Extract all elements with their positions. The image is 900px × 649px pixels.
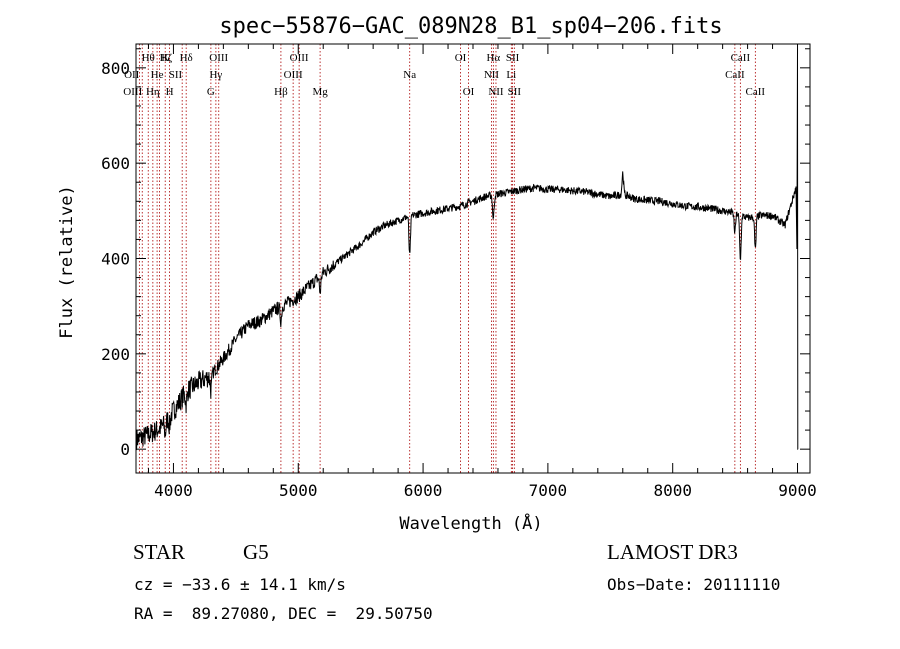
line-label: OI bbox=[463, 86, 475, 98]
y-tick-label: 0 bbox=[120, 440, 130, 459]
line-label: OIII bbox=[123, 86, 142, 98]
x-axis-ticks: 4000 5000 6000 7000 8000 9000 bbox=[147, 44, 817, 500]
line-label: CaII bbox=[725, 69, 745, 81]
y-tick-label: 800 bbox=[101, 59, 130, 78]
line-label: Hθ bbox=[142, 52, 155, 64]
survey-name: LAMOST DR3 bbox=[607, 540, 738, 564]
x-tick-label: 4000 bbox=[154, 481, 193, 500]
plot-frame bbox=[135, 43, 811, 474]
plot-border bbox=[135, 43, 811, 474]
line-label: NII bbox=[488, 86, 504, 98]
x-axis-label: Wavelength (Å) bbox=[399, 512, 542, 534]
line-label: Hδ bbox=[180, 52, 193, 64]
line-label: CaII bbox=[746, 86, 766, 98]
coordinates: RA = 89.27080, DEC = 29.50750 bbox=[134, 604, 433, 623]
spectrum-line bbox=[136, 48, 799, 451]
y-tick-label: 600 bbox=[101, 154, 130, 173]
y-tick-label: 400 bbox=[101, 250, 130, 269]
observation-date: Obs−Date: 20111110 bbox=[607, 575, 780, 594]
x-tick-label: 7000 bbox=[529, 481, 568, 500]
line-label: Hβ bbox=[274, 86, 288, 98]
line-label: CaII bbox=[731, 52, 751, 64]
line-label: NII bbox=[484, 69, 500, 81]
line-label: G bbox=[207, 86, 215, 98]
chart-title: spec−55876−GAC_089N28_B1_sp04−206.fits bbox=[219, 14, 722, 39]
line-label: SII bbox=[169, 69, 183, 81]
object-class: STAR bbox=[133, 540, 185, 564]
line-label: Mg bbox=[312, 86, 328, 98]
line-label: Hη bbox=[146, 86, 160, 98]
y-tick-label: 200 bbox=[101, 345, 130, 364]
object-subclass: G5 bbox=[243, 540, 269, 564]
line-label: SII bbox=[508, 86, 522, 98]
x-tick-label: 8000 bbox=[653, 481, 692, 500]
spectral-line-labels: OIIOIIIHθHηHeHζKHSIIHδGHγOIIIHβOIIIOIIIM… bbox=[123, 52, 765, 98]
line-label: OI bbox=[455, 52, 467, 64]
x-tick-label: 6000 bbox=[404, 481, 443, 500]
y-axis-label: Flux (relative) bbox=[57, 185, 77, 339]
line-label: OIII bbox=[290, 52, 309, 64]
line-label: Na bbox=[403, 69, 416, 81]
spectral-line-markers bbox=[138, 44, 756, 473]
line-label: OIII bbox=[284, 69, 303, 81]
x-tick-label: 9000 bbox=[778, 481, 817, 500]
line-label: He bbox=[151, 69, 164, 81]
line-label: Hγ bbox=[209, 69, 222, 81]
line-label: OIII bbox=[209, 52, 228, 64]
redshift-velocity: cz = −33.6 ± 14.1 km/s bbox=[134, 575, 346, 594]
line-label: Hα bbox=[486, 52, 500, 64]
line-label: K bbox=[161, 52, 169, 64]
line-label: H bbox=[166, 86, 174, 98]
line-label: Li bbox=[506, 69, 516, 81]
line-label: SII bbox=[506, 52, 520, 64]
y-axis-ticks: 0 200 400 600 800 bbox=[101, 48, 810, 459]
x-tick-label: 5000 bbox=[279, 481, 318, 500]
line-label: Hζ bbox=[160, 52, 173, 64]
